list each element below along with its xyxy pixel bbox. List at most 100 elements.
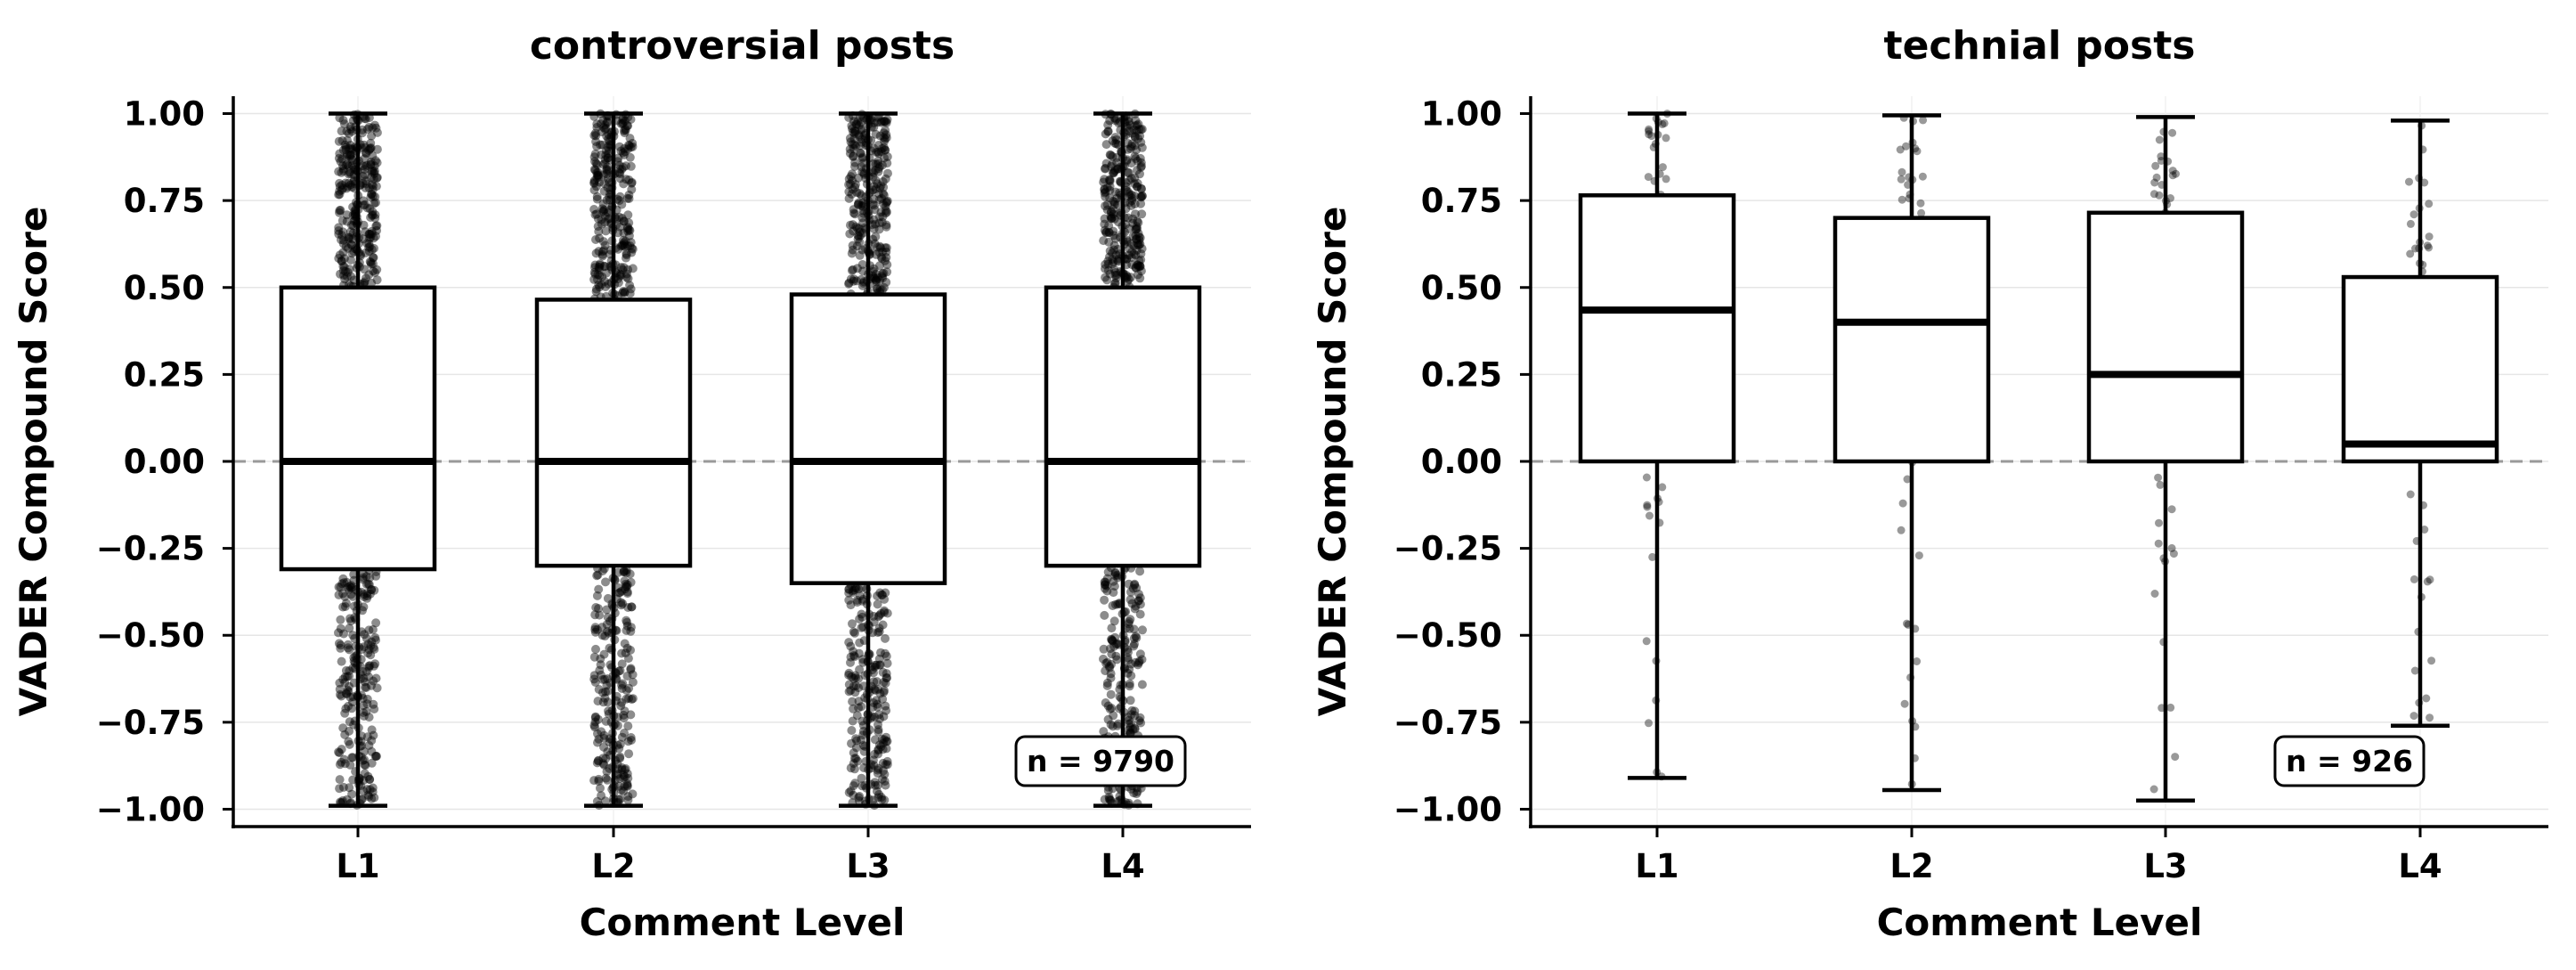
data-point [1135,649,1145,659]
data-point [345,692,355,702]
data-point [367,180,377,190]
data-point [1644,173,1653,182]
data-point [594,226,604,236]
data-point [594,584,604,594]
box-iqr [1578,193,1736,464]
data-point [595,665,605,675]
data-point [1122,155,1132,165]
data-point [1133,260,1142,270]
data-point [882,198,891,208]
data-point [370,644,379,654]
data-point [346,590,356,599]
data-point [344,243,353,253]
data-point [620,781,630,791]
data-point [343,583,353,592]
data-point [855,141,865,151]
data-point [367,245,377,255]
data-point [338,167,348,175]
data-point [622,273,631,282]
data-point [874,627,884,637]
data-point [2151,161,2160,170]
data-point [1127,705,1137,715]
data-point [614,244,623,254]
data-point [848,175,857,185]
data-point [366,143,376,152]
data-point [1125,728,1135,738]
data-point [869,761,879,770]
data-point [1108,255,1117,265]
data-point [847,190,857,199]
data-point [615,192,625,201]
data-point [620,143,630,153]
data-point [341,704,351,713]
data-point [592,209,602,219]
data-point [1109,196,1118,206]
data-point [345,232,354,242]
data-point [857,609,866,619]
data-point [367,278,377,288]
data-point [342,151,352,161]
data-point [345,717,354,727]
data-point [874,159,883,168]
data-point [880,594,890,604]
data-point [1137,125,1147,134]
data-point [874,147,883,157]
data-point [1125,143,1135,153]
data-point [1107,159,1117,169]
data-point [627,736,636,745]
data-point [1123,187,1133,197]
data-point [340,140,350,150]
data-point [362,591,372,601]
data-point [1107,214,1117,224]
data-point [854,173,863,183]
data-point [1109,231,1118,240]
data-point [1100,184,1109,194]
data-point [857,702,866,712]
data-point [852,119,862,129]
data-point [1124,656,1133,664]
data-point [348,697,357,707]
data-point [1903,619,1911,628]
data-point [2406,249,2415,258]
data-point [879,678,889,687]
data-point [874,624,884,633]
data-point [844,193,854,203]
data-point [365,241,375,251]
data-point [871,686,881,695]
data-point [849,140,859,150]
data-point [592,170,602,180]
data-point [337,167,346,177]
data-point [1113,164,1123,174]
data-point [2409,575,2418,583]
data-point [622,253,630,263]
data-point [1132,234,1142,244]
data-point [617,765,627,775]
data-point [339,262,349,272]
data-point [874,727,883,737]
data-point [358,171,368,181]
data-point [618,679,628,689]
data-point [878,590,887,599]
data-point [850,671,860,681]
data-point [597,127,606,137]
data-point [340,274,350,284]
data-point [1134,240,1144,249]
data-point [1125,728,1135,738]
data-point [592,119,602,129]
data-point [619,770,629,780]
data-point [1100,580,1109,590]
data-point [359,708,369,717]
data-point [338,227,348,237]
data-point [1131,263,1141,273]
data-point [364,645,374,655]
data-point [847,738,856,748]
data-point [882,669,891,679]
data-point [602,166,612,175]
data-point [876,742,886,752]
data-point [614,153,623,163]
data-point [1125,719,1134,729]
data-point [882,253,891,262]
data-point [849,128,859,138]
data-point [1109,209,1118,219]
data-point [344,178,353,188]
